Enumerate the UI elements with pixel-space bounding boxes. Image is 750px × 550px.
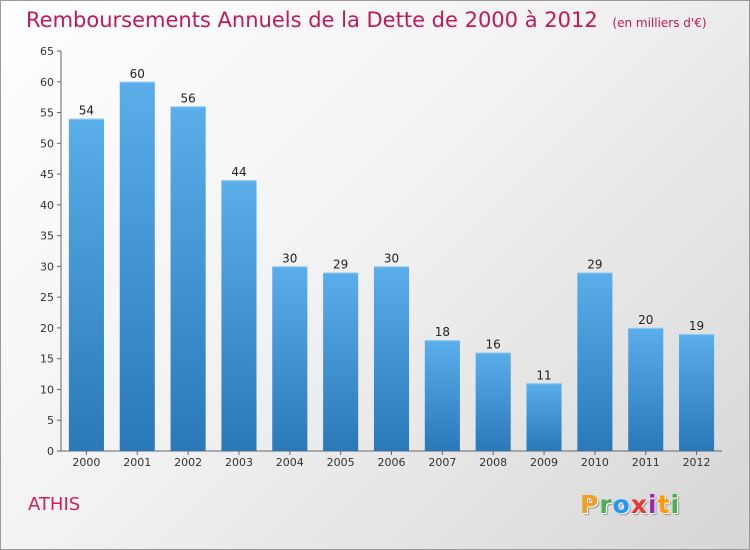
y-tick-label: 65 <box>40 45 54 58</box>
y-tick-label: 35 <box>40 230 54 243</box>
data-label: 60 <box>130 67 145 81</box>
chart-subtitle: (en milliers d'€) <box>612 16 707 30</box>
logo-letter: i <box>648 490 658 519</box>
logo-letter: r <box>599 490 613 519</box>
data-label: 18 <box>435 325 450 339</box>
y-tick-label: 5 <box>47 414 54 427</box>
data-label: 19 <box>689 319 704 333</box>
x-tick-label: 2012 <box>683 456 711 469</box>
x-tick-label: 2009 <box>530 456 558 469</box>
bar <box>577 272 613 451</box>
x-tick-label: 2005 <box>327 456 355 469</box>
bar <box>119 81 155 452</box>
y-tick-label: 40 <box>40 199 54 212</box>
logo-letter: t <box>657 490 671 519</box>
x-tick-label: 2002 <box>174 456 202 469</box>
y-tick-label: 45 <box>40 168 54 181</box>
data-label: 54 <box>79 104 94 118</box>
logo-letter: P <box>580 490 600 519</box>
bar <box>323 272 359 451</box>
y-tick-label: 50 <box>40 137 54 150</box>
bar <box>272 266 308 451</box>
logo-letter: i <box>670 490 681 519</box>
x-tick-label: 2011 <box>632 456 660 469</box>
y-tick-label: 55 <box>40 107 54 120</box>
y-tick-label: 0 <box>47 445 54 458</box>
bars <box>68 81 715 452</box>
data-label: 29 <box>333 258 348 272</box>
data-label: 56 <box>180 91 195 105</box>
data-labels: 54 60 56 44 30 29 30 18 16 11 29 20 19 <box>79 67 704 383</box>
x-tick-label: 2010 <box>581 456 609 469</box>
y-tick-label: 20 <box>40 322 54 335</box>
commune-name: ATHIS <box>28 494 81 515</box>
y-tick-label: 25 <box>40 291 54 304</box>
data-label: 44 <box>231 165 246 179</box>
x-tick-label: 2000 <box>72 456 100 469</box>
data-label: 11 <box>536 368 551 382</box>
x-tick-label: 2004 <box>276 456 304 469</box>
bar <box>475 352 511 451</box>
bar <box>679 334 715 451</box>
logo-letter: x <box>630 490 648 519</box>
x-tick-label: 2001 <box>123 456 151 469</box>
bar <box>373 266 410 451</box>
x-tick-label: 2006 <box>378 456 406 469</box>
chart-title-text: Remboursements Annuels de la Dette de 20… <box>26 8 598 32</box>
x-tick-label: 2007 <box>428 456 456 469</box>
bar <box>221 180 257 451</box>
proxiti-logo: Proxiti <box>580 490 680 519</box>
chart-title: Remboursements Annuels de la Dette de 20… <box>26 8 707 32</box>
x-tick-label: 2008 <box>479 456 507 469</box>
data-label: 29 <box>587 258 602 272</box>
data-label: 30 <box>282 251 297 265</box>
x-tick-label: 2003 <box>225 456 253 469</box>
bar <box>526 383 562 451</box>
y-tick-label: 60 <box>40 76 54 89</box>
data-label: 30 <box>384 251 399 265</box>
bar <box>424 340 460 451</box>
data-label: 16 <box>486 338 501 352</box>
y-tick-label: 15 <box>40 353 54 366</box>
tick-labels: 0 5 10 15 20 25 30 35 40 45 50 55 60 65 2000 2001 2002 20… <box>40 45 711 469</box>
bar <box>628 327 664 451</box>
bar <box>170 106 206 451</box>
y-tick-label: 30 <box>40 260 54 273</box>
bar <box>68 118 104 451</box>
logo-letter: o <box>612 490 631 519</box>
data-label: 20 <box>638 313 653 327</box>
y-tick-label: 10 <box>40 383 54 396</box>
